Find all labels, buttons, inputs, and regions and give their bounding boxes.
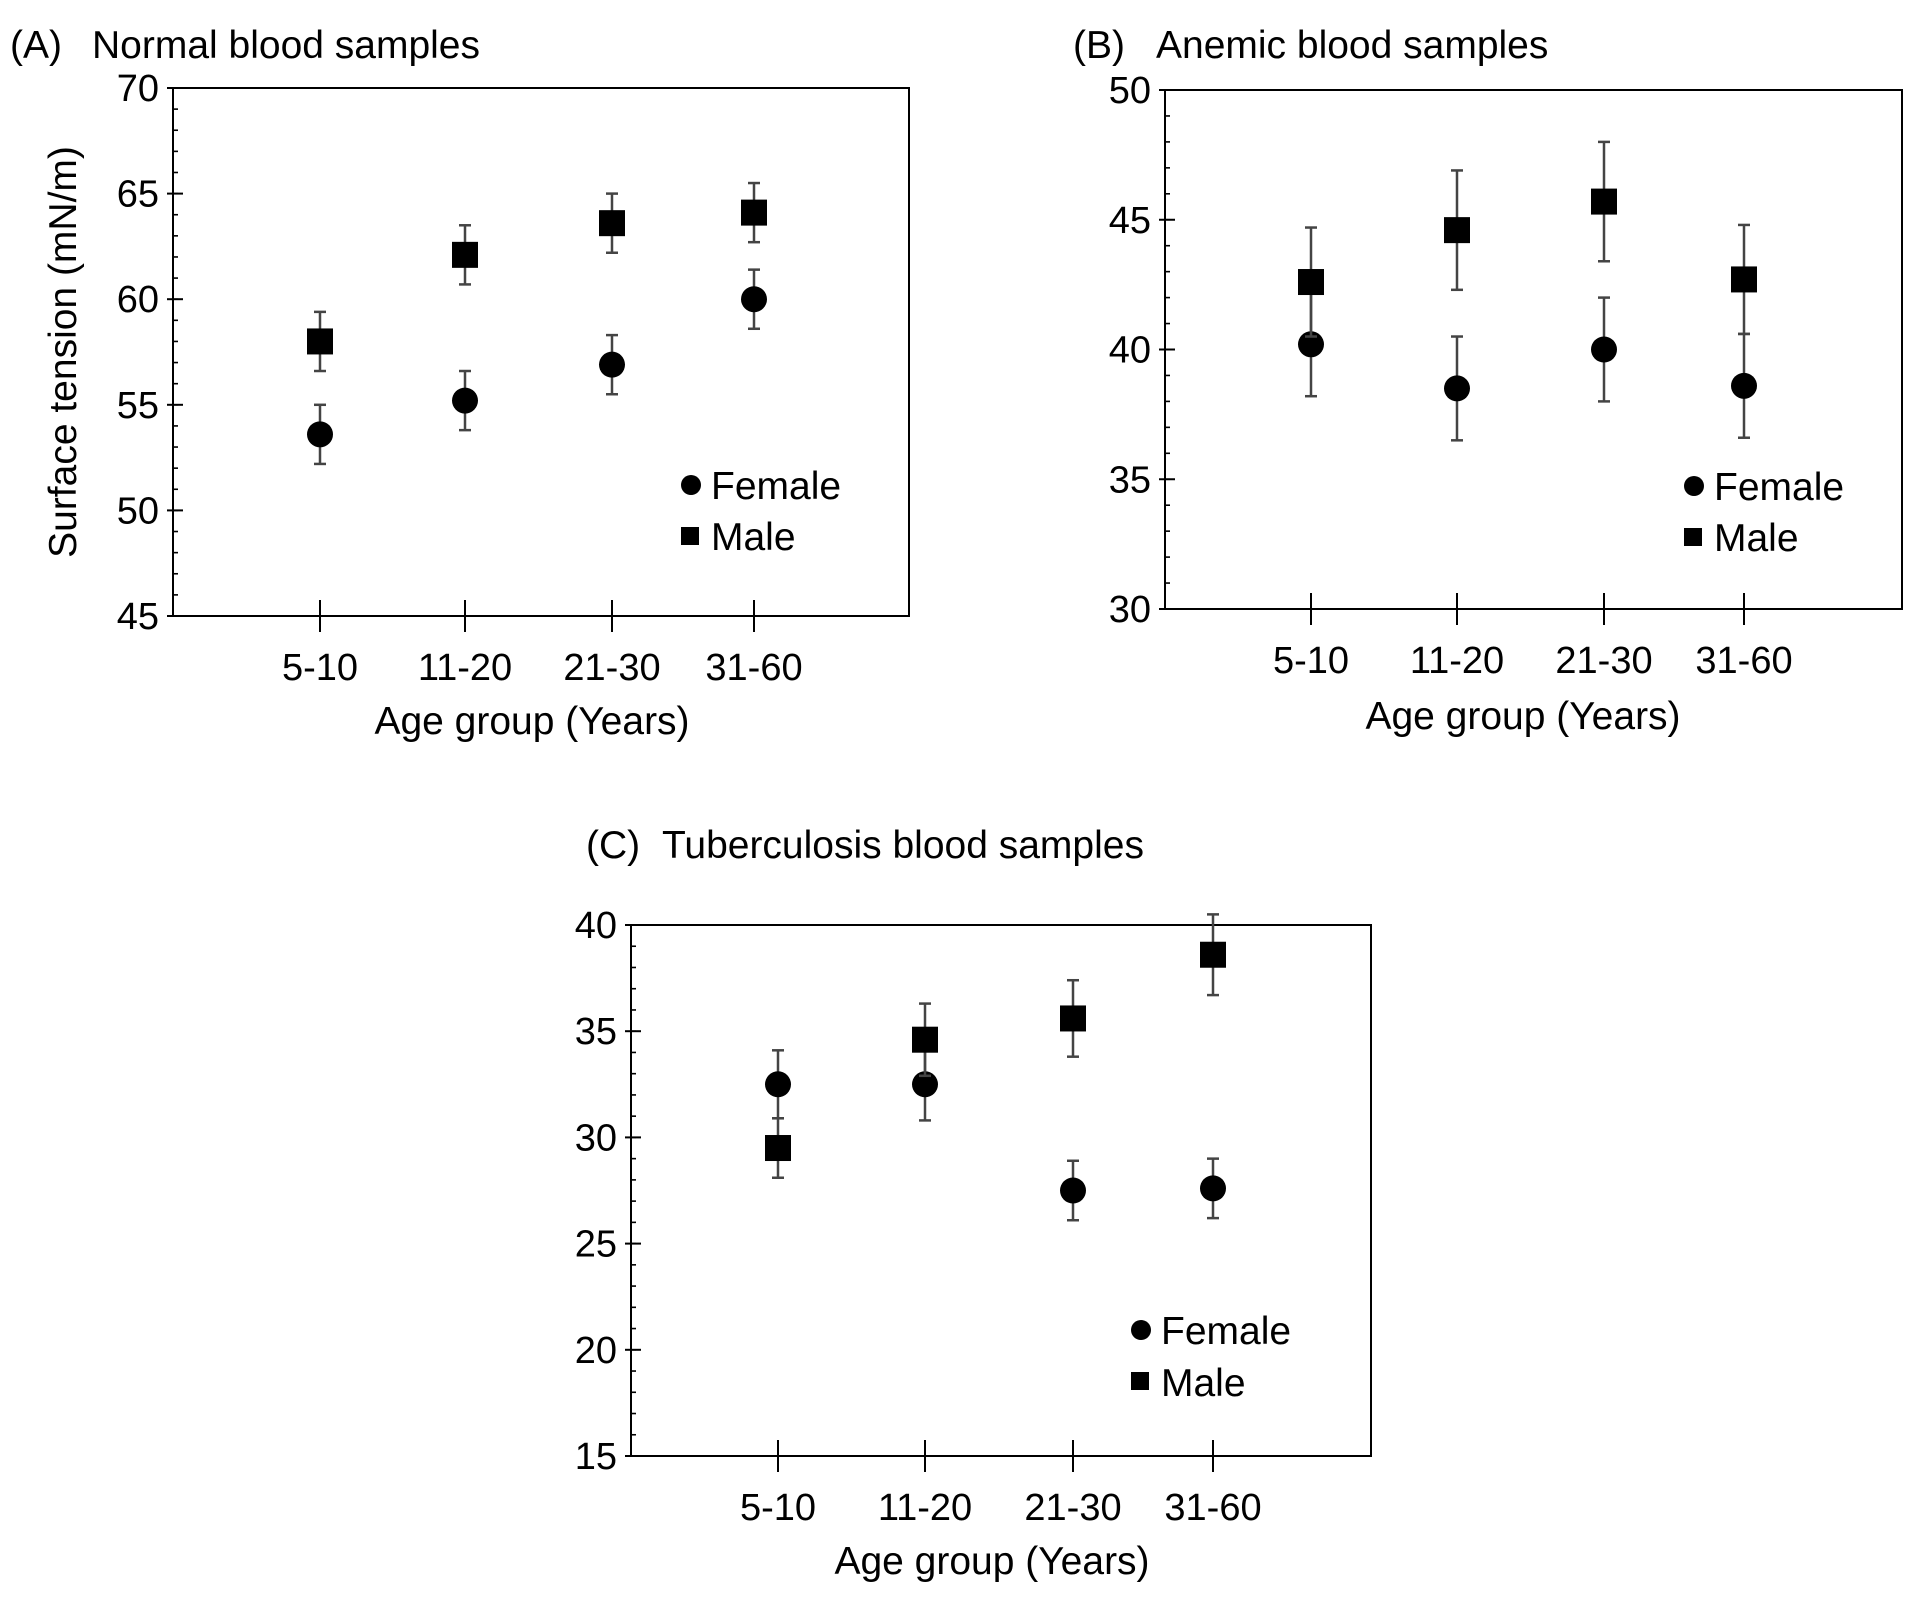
panel-a-y-tick-label: 50 xyxy=(117,490,159,532)
panel-b-title: Anemic blood samples xyxy=(1156,24,1548,67)
panel-a-male-point xyxy=(741,199,767,226)
panel-a-x-tick-label: 31-60 xyxy=(705,647,802,689)
panel-c-legend-female-marker xyxy=(1131,1320,1151,1340)
panel-c-x-tick-label: 31-60 xyxy=(1164,1487,1261,1529)
panel-a-female-point xyxy=(741,286,767,313)
panel-a-legend-male-marker xyxy=(681,527,699,545)
panel-b-female-point xyxy=(1731,372,1757,399)
panel-b-y-tick-label: 50 xyxy=(1109,70,1151,112)
panel-b-y-tick-label: 45 xyxy=(1109,200,1151,242)
panel-c-legend-female-label: Female xyxy=(1161,1310,1291,1353)
panel-b-legend-female-marker xyxy=(1684,476,1704,496)
panel-a: (A) Normal blood samples 45 50 55 60 65 70 5-… xyxy=(10,24,910,743)
panel-a-legend: Female Male xyxy=(681,465,841,559)
panel-a-x-tick-label: 5-10 xyxy=(282,647,358,689)
panel-b-legend-male-marker xyxy=(1684,528,1702,546)
panel-b-legend-female-label: Female xyxy=(1714,466,1844,509)
panel-b: (B) Anemic blood samples 30 35 40 45 50 5-10… xyxy=(1073,24,1903,738)
panel-c-female-point xyxy=(1060,1177,1086,1204)
panel-b-label: (B) xyxy=(1073,24,1125,67)
panel-b-legend-male-label: Male xyxy=(1714,517,1799,560)
panel-c-x-axis: 5-10 11-20 21-30 31-60 xyxy=(740,1440,1262,1529)
panel-a-female-point xyxy=(452,387,478,414)
panel-c-legend-male-label: Male xyxy=(1161,1362,1246,1405)
panel-c-y-tick-label: 20 xyxy=(575,1330,617,1372)
panel-b-female-point xyxy=(1591,336,1617,363)
panel-c-x-tick-label: 5-10 xyxy=(740,1487,816,1529)
panel-a-marks xyxy=(307,181,767,466)
panel-a-y-tick-label: 65 xyxy=(117,174,159,216)
panel-a-plot-frame xyxy=(172,87,910,617)
panel-b-female-point xyxy=(1298,331,1324,358)
panel-c-x-tick-label: 11-20 xyxy=(878,1487,972,1529)
panel-c-legend: Female Male xyxy=(1131,1310,1291,1405)
panel-b-y-tick-label: 40 xyxy=(1109,330,1151,372)
panel-b-x-axis-title: Age group (Years) xyxy=(1365,695,1680,738)
panel-a-male-point xyxy=(599,210,625,237)
panel-a-x-tick-label: 11-20 xyxy=(418,647,512,689)
panel-a-female-point xyxy=(307,421,333,448)
panel-c-y-tick-label: 25 xyxy=(575,1224,617,1266)
panel-c-female-point xyxy=(765,1071,791,1098)
panel-b-y-tick-label: 30 xyxy=(1109,589,1151,631)
panel-b-x-tick-label: 11-20 xyxy=(1410,640,1504,682)
panel-c-marks xyxy=(765,913,1226,1222)
panel-c-plot-frame xyxy=(630,924,1372,1457)
panel-b-legend: Female Male xyxy=(1684,466,1844,560)
panel-b-marks xyxy=(1298,140,1757,442)
panel-a-x-axis-title: Age group (Years) xyxy=(374,700,689,743)
panel-a-female-point xyxy=(599,351,625,378)
panel-c-female-point xyxy=(1200,1175,1226,1202)
panel-c-y-tick-label: 30 xyxy=(575,1117,617,1159)
panel-b-x-tick-label: 31-60 xyxy=(1695,640,1792,682)
panel-c-male-point xyxy=(912,1026,938,1053)
panel-a-legend-male-label: Male xyxy=(711,516,796,559)
panel-b-male-point xyxy=(1298,269,1324,296)
panel-c-y-axis: 15 20 25 30 35 40 xyxy=(575,905,641,1478)
panel-a-male-point xyxy=(307,328,333,355)
panel-a-y-tick-label: 60 xyxy=(117,279,159,321)
panel-c-y-tick-label: 15 xyxy=(575,1436,617,1478)
panel-b-x-tick-label: 21-30 xyxy=(1555,640,1652,682)
panel-c-male-point xyxy=(1200,941,1226,968)
panel-b-y-axis: 30 35 40 45 50 xyxy=(1109,70,1175,631)
panel-c-y-tick-label: 35 xyxy=(575,1011,617,1053)
panel-a-x-tick-label: 21-30 xyxy=(563,647,660,689)
panel-b-male-point xyxy=(1444,217,1470,244)
panel-a-y-tick-label: 45 xyxy=(117,596,159,638)
panel-a-y-axis-title: Surface tension (mN/m) xyxy=(42,146,85,558)
panel-c-female-point xyxy=(912,1071,938,1098)
panel-a-legend-female-label: Female xyxy=(711,465,841,508)
panel-c-male-point xyxy=(765,1135,791,1162)
panel-a-male-point xyxy=(452,241,478,268)
panel-c-label: (C) xyxy=(586,824,640,867)
panel-a-y-tick-label: 70 xyxy=(117,68,159,110)
panel-b-y-tick-label: 35 xyxy=(1109,459,1151,501)
panel-a-label: (A) xyxy=(10,24,62,67)
panel-c-title: Tuberculosis blood samples xyxy=(662,824,1144,867)
panel-c-legend-male-marker xyxy=(1131,1372,1149,1390)
panel-a-legend-female-marker xyxy=(681,475,701,495)
panel-a-y-axis: 45 50 55 60 65 70 xyxy=(117,68,183,638)
panel-b-male-point xyxy=(1591,188,1617,215)
panel-a-x-axis: 5-10 11-20 21-30 31-60 xyxy=(282,600,803,689)
panel-a-y-tick-label: 55 xyxy=(117,385,159,427)
panel-c-x-tick-label: 21-30 xyxy=(1024,1487,1121,1529)
panel-b-male-point xyxy=(1731,266,1757,293)
panel-b-female-point xyxy=(1444,375,1470,402)
panel-c: (C) Tuberculosis blood samples 15 20 25 30 3… xyxy=(575,824,1372,1583)
panel-c-male-point xyxy=(1060,1005,1086,1032)
panel-c-y-tick-label: 40 xyxy=(575,905,617,947)
panel-c-x-axis-title: Age group (Years) xyxy=(834,1540,1149,1583)
panel-a-title: Normal blood samples xyxy=(92,24,480,67)
panel-b-x-axis: 5-10 11-20 21-30 31-60 xyxy=(1273,593,1793,682)
panel-b-x-tick-label: 5-10 xyxy=(1273,640,1349,682)
